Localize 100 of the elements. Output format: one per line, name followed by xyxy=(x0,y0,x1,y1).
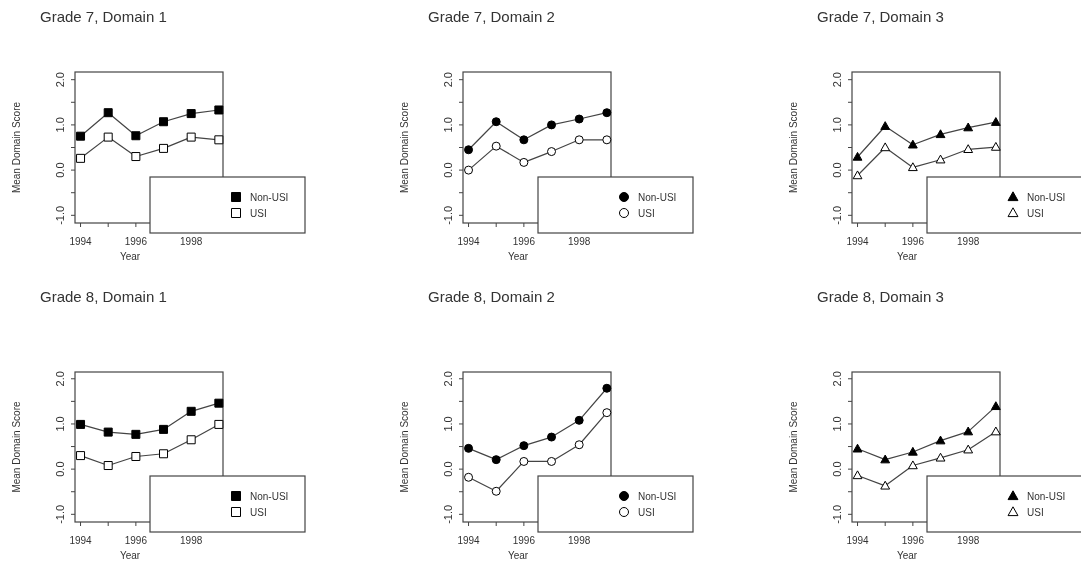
legend-entry: USI xyxy=(231,507,267,518)
chart-title: Grade 8, Domain 3 xyxy=(817,288,944,305)
x-tick-label: 1998 xyxy=(568,236,591,247)
y-tick-label: 0.0 xyxy=(54,461,66,477)
legend-label: USI xyxy=(638,208,655,219)
legend-label: USI xyxy=(638,507,655,518)
point xyxy=(547,456,557,466)
point xyxy=(76,153,86,163)
chart-title: Grade 7, Domain 3 xyxy=(817,8,944,25)
x-axis-title: Year xyxy=(119,550,141,561)
point xyxy=(963,444,974,454)
y-axis-title: Mean Domain Score xyxy=(11,101,22,194)
y-tick-label: -1.0 xyxy=(831,504,843,524)
y-tick-label: 1.0 xyxy=(442,117,454,133)
x-tick-label: 1998 xyxy=(957,535,980,546)
x-tick-label: 1996 xyxy=(124,236,148,247)
x-axis-title: Year xyxy=(896,251,918,262)
point xyxy=(186,109,196,119)
legend-entry: Non-USI xyxy=(619,192,677,203)
point xyxy=(464,443,474,453)
point xyxy=(963,144,974,154)
legend-entry: USI xyxy=(1007,506,1044,518)
chart-title: Grade 7, Domain 2 xyxy=(428,8,555,25)
point xyxy=(186,406,196,416)
point xyxy=(131,451,141,461)
legend-label: USI xyxy=(1027,507,1044,518)
x-tick-label: 1994 xyxy=(457,236,481,247)
point xyxy=(990,117,1001,126)
x-tick-label: 1996 xyxy=(512,535,536,546)
y-tick-label: 2.0 xyxy=(442,72,454,88)
point xyxy=(186,435,196,445)
x-tick-label: 1994 xyxy=(846,236,870,247)
y-tick-label: -1.0 xyxy=(442,205,454,225)
y-axis-title: Mean Domain Score xyxy=(11,400,22,493)
point xyxy=(547,120,557,130)
y-tick-label: 1.0 xyxy=(54,416,66,432)
y-axis-title: Mean Domain Score xyxy=(788,101,799,194)
point xyxy=(990,141,1001,151)
y-tick-label: 0.0 xyxy=(831,461,843,477)
point xyxy=(880,480,891,490)
legend-entry: Non-USI xyxy=(1007,490,1066,502)
point xyxy=(76,419,86,429)
point xyxy=(76,131,86,141)
y-tick-label: 1.0 xyxy=(442,416,454,432)
point xyxy=(464,145,474,155)
legend-entry: Non-USI xyxy=(1007,191,1066,203)
point xyxy=(519,135,529,145)
point xyxy=(103,461,113,471)
point xyxy=(574,135,584,145)
point xyxy=(131,152,141,162)
point xyxy=(214,419,224,429)
x-tick-label: 1996 xyxy=(512,236,536,247)
point xyxy=(519,157,529,167)
x-tick-label: 1994 xyxy=(846,535,870,546)
point xyxy=(491,141,501,151)
point xyxy=(602,383,612,393)
point xyxy=(852,470,863,480)
legend-entry: Non-USI xyxy=(619,491,677,502)
y-tick-label: 0.0 xyxy=(442,162,454,178)
point xyxy=(852,170,863,180)
legend-label: USI xyxy=(250,507,267,518)
point xyxy=(574,440,584,450)
x-tick-label: 1996 xyxy=(124,535,148,546)
legend-entry: USI xyxy=(1007,207,1044,219)
chart-title: Grade 8, Domain 1 xyxy=(40,288,167,305)
point xyxy=(852,443,863,453)
point xyxy=(131,131,141,141)
y-axis-title: Mean Domain Score xyxy=(788,400,799,493)
point xyxy=(907,162,918,172)
point xyxy=(519,456,529,466)
chart-title: Grade 8, Domain 2 xyxy=(428,288,555,305)
y-tick-label: -1.0 xyxy=(54,504,66,524)
point xyxy=(491,486,501,496)
y-tick-label: 0.0 xyxy=(54,162,66,178)
x-tick-label: 1994 xyxy=(69,535,93,546)
x-tick-label: 1998 xyxy=(180,535,203,546)
point xyxy=(491,455,501,465)
point xyxy=(935,129,946,139)
x-axis-title: Year xyxy=(507,251,529,262)
x-tick-label: 1996 xyxy=(901,535,925,546)
y-tick-label: 1.0 xyxy=(831,117,843,133)
point xyxy=(963,426,974,436)
point xyxy=(186,132,196,142)
point xyxy=(907,139,918,149)
y-tick-label: 1.0 xyxy=(54,117,66,133)
point xyxy=(103,132,113,142)
point xyxy=(990,426,1001,436)
y-tick-label: -1.0 xyxy=(831,205,843,225)
legend-label: Non-USI xyxy=(638,491,677,502)
y-tick-label: 2.0 xyxy=(442,371,454,387)
x-tick-label: 1998 xyxy=(568,535,591,546)
legend-label: Non-USI xyxy=(1027,192,1066,203)
y-tick-label: -1.0 xyxy=(54,205,66,225)
point xyxy=(159,424,169,434)
point xyxy=(880,142,891,152)
point xyxy=(464,165,474,175)
legend-label: Non-USI xyxy=(250,491,289,502)
y-axis-title: Mean Domain Score xyxy=(399,400,410,493)
legend-label: USI xyxy=(1027,208,1044,219)
y-tick-label: 0.0 xyxy=(831,162,843,178)
